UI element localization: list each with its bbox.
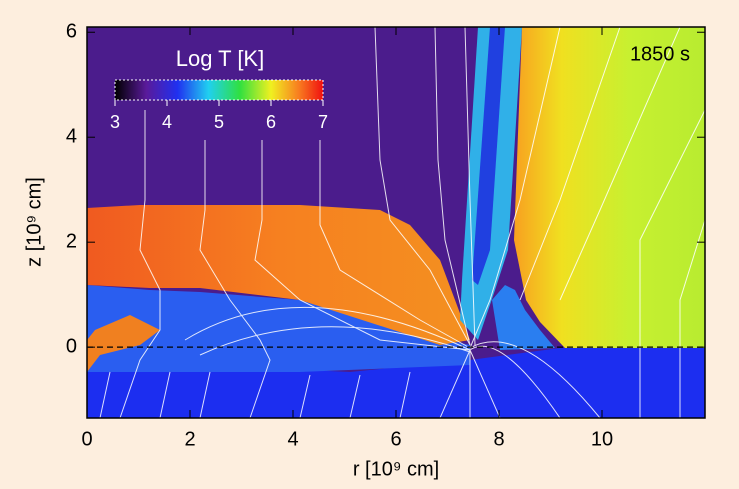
colorbar-tick-label: 4 [162, 112, 172, 132]
x-tick-label: 4 [287, 428, 298, 450]
annotation: 1850 s [630, 43, 690, 65]
x-tick-label: 8 [493, 428, 504, 450]
colorbar-tick-label: 5 [214, 112, 224, 132]
y-tick-label: 0 [66, 335, 77, 357]
colorbar [115, 80, 323, 100]
y-axis-label: z [10⁹ cm] [23, 177, 45, 267]
colorbar-label: Log T [K] [176, 46, 264, 71]
x-tick-label: 6 [390, 428, 401, 450]
chart: Log T [K] 1850 s r [10⁹ cm] z [10⁹ cm] 0… [0, 0, 739, 489]
x-tick-label: 0 [81, 428, 92, 450]
y-tick-label: 2 [66, 230, 77, 252]
y-tick-label: 6 [66, 21, 77, 43]
colorbar-tick-label: 7 [318, 112, 328, 132]
x-axis-label: r [10⁹ cm] [353, 458, 439, 480]
x-tick-label: 10 [591, 428, 613, 450]
colorbar-tick-label: 6 [266, 112, 276, 132]
colorbar-tick-label: 3 [110, 112, 120, 132]
x-tick-label: 2 [184, 428, 195, 450]
y-tick-label: 4 [66, 125, 77, 147]
